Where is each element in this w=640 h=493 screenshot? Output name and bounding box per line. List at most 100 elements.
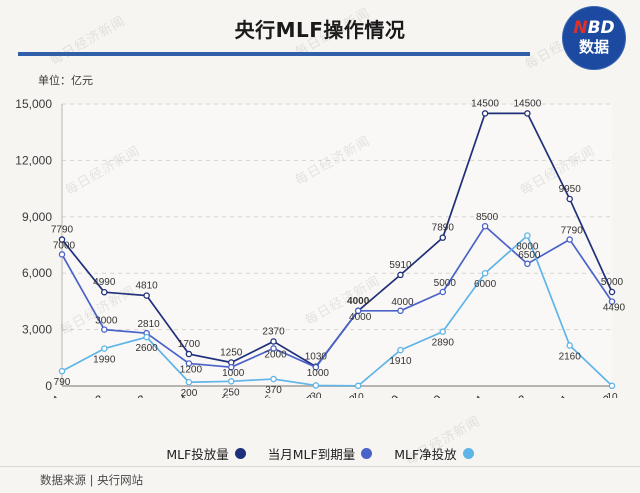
data-point — [312, 363, 320, 371]
data-point — [481, 269, 489, 277]
y-axis-tick-label: 6,000 — [22, 266, 52, 280]
data-point-label: 5000 — [601, 277, 624, 288]
data-point — [566, 195, 573, 203]
logo-text-nbd: NBD — [573, 20, 614, 37]
data-point — [143, 292, 150, 299]
logo-text-shuju: 数据 — [578, 38, 609, 57]
legend-item-dangyue-daoqiliang[interactable]: 当月MLF到期量 — [267, 444, 373, 463]
data-point — [481, 222, 489, 230]
data-point — [143, 333, 150, 341]
data-point — [608, 298, 616, 305]
data-point — [566, 236, 573, 243]
data-point-label: 1000 — [307, 368, 330, 379]
legend-color-dot — [234, 448, 246, 459]
data-source: 数据来源 | 央行网站 — [40, 473, 144, 487]
data-point — [101, 326, 108, 333]
data-point-label: 250 — [223, 387, 240, 398]
x-axis-tick-label: 23.03 — [119, 393, 148, 398]
data-point — [481, 110, 489, 117]
data-point-label: 4810 — [135, 281, 158, 292]
data-point-label: 30 — [310, 391, 322, 398]
data-point-label: 10 — [606, 392, 618, 398]
x-axis-tick-label: 23.11 — [458, 393, 487, 398]
data-point-label: 6000 — [474, 279, 497, 290]
data-point — [439, 288, 447, 296]
x-axis-tick-label: 23.02 — [77, 393, 106, 398]
data-point-label: 2000 — [264, 349, 287, 360]
data-point — [354, 382, 362, 390]
series-line — [61, 225, 613, 369]
chart-area: 0 3,000 6,000 9,000 12,000 15,000 23.01 23.02 23… — [0, 88, 640, 398]
data-point — [101, 345, 108, 352]
data-point-label: 1000 — [222, 368, 245, 379]
y-axis-tick-label: 12,000 — [15, 153, 52, 167]
x-axis-tick-label: 24.01 — [542, 393, 571, 398]
y-axis-tick-label: 0 — [45, 379, 52, 393]
data-point-label: 200 — [181, 388, 198, 398]
data-point-label: 2810 — [137, 319, 160, 330]
data-point-label: 7890 — [432, 223, 455, 234]
y-axis-tick-label: 9,000 — [22, 210, 52, 224]
data-point — [270, 338, 277, 345]
page-title: 央行MLF操作情况 — [234, 18, 406, 42]
legend-item-mlf-jingtoufang[interactable]: MLF净投放 — [394, 444, 474, 463]
legend-item-mlf-touxfangliang[interactable]: MLF投放量 — [166, 444, 246, 463]
data-point — [185, 378, 193, 386]
logo-letters-bd: BD — [587, 18, 615, 39]
data-point — [185, 350, 193, 358]
line-chart: 0 3,000 6,000 9,000 12,000 15,000 23.01 23.02 23… — [15, 97, 625, 398]
data-point-label: 5000 — [434, 278, 457, 289]
legend-label: MLF净投放 — [394, 447, 457, 462]
logo-letter-n: N — [573, 18, 588, 39]
x-axis-tick-label: 23.12 — [500, 393, 529, 398]
data-point — [227, 378, 235, 385]
data-point-label: 4000 — [349, 312, 372, 323]
data-point — [397, 307, 404, 315]
data-point-label: 2890 — [432, 338, 455, 349]
data-point — [58, 367, 66, 375]
chart-header: 央行MLF操作情况 NBD 数据 — [0, 0, 640, 70]
x-axis-tick-label: 23.09 — [373, 393, 402, 398]
data-point-label: 1200 — [180, 364, 203, 375]
legend-color-dot — [462, 448, 474, 459]
data-point-label: 4000 — [347, 296, 370, 307]
data-point-label: 7000 — [53, 240, 76, 251]
data-point — [312, 382, 320, 389]
data-point-label: 14500 — [513, 98, 541, 109]
data-point-label: 9950 — [559, 184, 582, 195]
data-point-label: 1250 — [220, 348, 243, 359]
data-point-label: 6500 — [518, 250, 541, 261]
title-rule — [18, 52, 530, 56]
data-point-label: 1700 — [178, 339, 201, 350]
data-point — [608, 288, 616, 296]
data-point-label: 4990 — [93, 277, 116, 288]
y-axis-tick-label: 3,000 — [22, 323, 52, 337]
data-point — [608, 382, 616, 390]
data-point-label: 1910 — [389, 356, 412, 367]
data-point — [524, 110, 531, 117]
series-line — [61, 234, 613, 387]
legend-label: MLF投放量 — [166, 447, 229, 462]
data-point-label: 10 — [353, 392, 365, 398]
data-point-label: 7790 — [561, 226, 584, 237]
x-axis-tick-label: 23.10 — [415, 393, 444, 398]
data-point — [397, 346, 404, 354]
data-point-label: 5910 — [389, 260, 412, 271]
data-point-label: 2160 — [559, 351, 582, 362]
data-point-label: 8500 — [476, 212, 499, 223]
data-point — [270, 375, 277, 383]
data-point — [101, 288, 108, 296]
data-point — [439, 234, 447, 241]
data-point — [439, 328, 447, 335]
data-point-label: 4000 — [391, 297, 414, 308]
data-point-label: 8000 — [516, 242, 539, 253]
data-point — [524, 260, 531, 268]
data-point-label: 3000 — [95, 316, 118, 327]
data-point-label: 14500 — [471, 98, 499, 109]
chart-legend: MLF投放量 当月MLF到期量 MLF净投放 — [0, 444, 640, 463]
data-point — [566, 342, 573, 349]
data-point — [270, 345, 277, 352]
legend-label: 当月MLF到期量 — [267, 447, 356, 462]
data-point-label: 1990 — [93, 355, 116, 366]
data-point — [58, 236, 66, 243]
